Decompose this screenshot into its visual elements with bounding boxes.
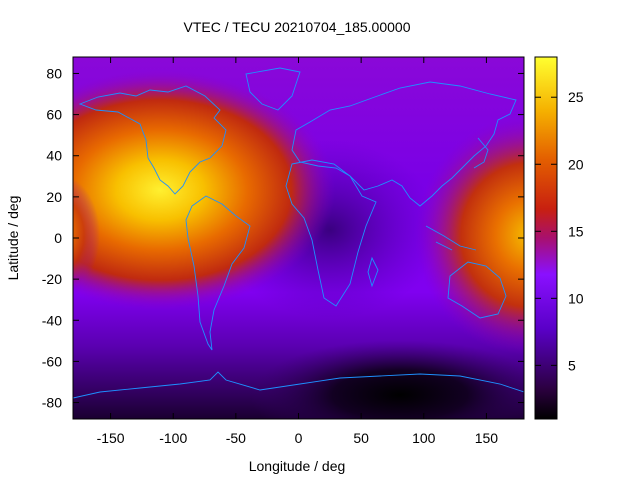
heatmap-high-region-pacific (415, 115, 524, 355)
y-axis-label: Latitude / deg (5, 196, 21, 281)
x-tick-label: -100 (159, 430, 187, 446)
y-tick-label: -60 (42, 353, 62, 369)
coastline-madagascar (367, 256, 379, 288)
x-tick-label: 50 (353, 430, 369, 446)
coastlines (73, 67, 524, 399)
colorbar-tick-label: 10 (568, 290, 584, 306)
colorbar-tick-label: 20 (568, 156, 584, 172)
y-tick-label: -40 (42, 312, 62, 328)
heatmap-low-region (250, 340, 524, 419)
heatmap-high-region-west-edge (73, 178, 100, 292)
colorbar-tick-label: 25 (568, 89, 584, 105)
x-tick-label: -150 (97, 430, 125, 446)
coastline-greenland (245, 67, 301, 111)
colorbar (534, 56, 558, 420)
x-tick-label: -50 (226, 430, 246, 446)
y-tick-label: 0 (54, 230, 62, 246)
x-axis: -150 -100 -50 0 50 100 150 (97, 57, 499, 446)
y-tick-label: -20 (42, 271, 62, 287)
y-tick-label: 60 (46, 107, 62, 123)
y-axis: 80 60 40 20 0 -20 -40 -60 -80 (42, 65, 524, 411)
x-axis-label: Longitude / deg (249, 458, 346, 474)
coastline-japan (473, 137, 489, 169)
coastline-africa (285, 159, 377, 307)
colorbar-tick-label: 5 (568, 357, 576, 373)
coastline-australia (447, 261, 507, 319)
x-tick-label: 0 (295, 430, 303, 446)
colorbar-axis: 5 10 15 20 25 (535, 89, 584, 373)
coastline-indonesia (425, 225, 477, 251)
y-tick-label: -80 (42, 395, 62, 411)
x-tick-label: 100 (412, 430, 436, 446)
colorbar-tick-label: 15 (568, 223, 584, 239)
coastline-antarctica (73, 371, 524, 399)
coastline-north-america (78, 85, 227, 195)
chart-title: VTEC / TECU 20210704_185.00000 (183, 19, 410, 35)
coastline-south-america (185, 195, 251, 351)
y-tick-label: 20 (46, 189, 62, 205)
x-tick-label: 150 (475, 430, 499, 446)
heatmap-field (73, 57, 524, 419)
y-tick-label: 40 (46, 148, 62, 164)
y-tick-label: 80 (46, 65, 62, 81)
heatmap-high-region-americas (73, 70, 335, 310)
